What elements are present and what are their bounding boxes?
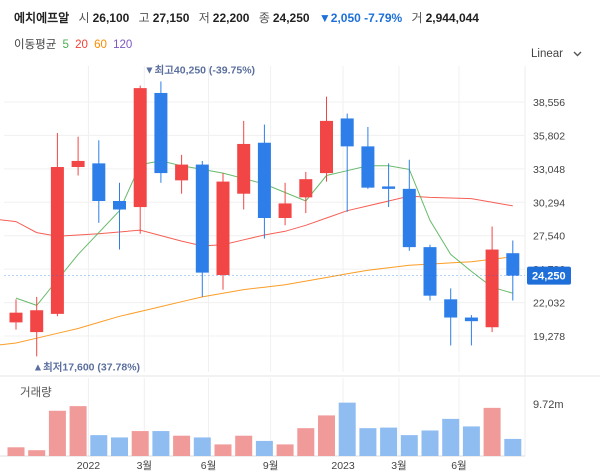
x-tick-label: 3월	[137, 460, 153, 472]
y-tick-label: 19,278	[533, 331, 565, 343]
volume-bar	[152, 431, 170, 456]
volume-bar	[483, 407, 501, 456]
candle-body	[195, 164, 209, 273]
candle-body	[278, 203, 292, 218]
candles	[9, 81, 520, 357]
y-tick-label: 33,048	[533, 164, 565, 176]
low-annotation: ▲최저17,600 (37.78%)	[33, 360, 140, 373]
y-tick-label: 38,556	[533, 97, 565, 109]
open-value: 26,100	[92, 11, 130, 25]
volume-bar	[359, 428, 377, 456]
candle-body	[299, 179, 313, 198]
y-tick-label: 27,540	[533, 231, 565, 243]
high-annotation: ▼최고40,250 (-39.75%)	[144, 63, 255, 76]
volume-bar	[400, 435, 418, 456]
candle-body	[9, 312, 23, 323]
scale-label: Linear	[531, 48, 563, 60]
ma60-legend[interactable]: 60	[94, 39, 107, 51]
candle-body	[485, 249, 499, 328]
volume-bar	[214, 444, 232, 456]
x-tick-label: 3월	[391, 460, 407, 472]
moving-average-legend[interactable]: 이동평균 5 20 60 120	[14, 36, 135, 52]
volume-bar	[28, 450, 46, 456]
ma5-legend[interactable]: 5	[62, 39, 69, 51]
change-value: ▼2,050 -7.79%	[318, 11, 403, 25]
candle-body	[506, 253, 520, 276]
volume-bar	[48, 410, 66, 456]
volume-bar	[131, 431, 149, 456]
ma20-legend[interactable]: 20	[75, 39, 88, 51]
candle-body	[133, 88, 147, 208]
volume-bar	[193, 437, 211, 456]
volume-bar	[380, 427, 398, 456]
high-value: 27,150	[152, 11, 190, 25]
candle-body	[71, 160, 85, 168]
volume-bar	[504, 438, 522, 456]
scale-selector[interactable]: Linear	[531, 48, 582, 60]
price-header: 에치에프알 시 26,100 고 27,150 저 22,200 종 24,250 ▼2…	[14, 9, 485, 27]
ma120-legend[interactable]: 120	[113, 39, 133, 51]
volume-bar	[442, 418, 460, 456]
candle-body	[237, 143, 251, 194]
volume-bar	[297, 428, 315, 456]
low-value: 22,200	[212, 11, 250, 25]
candle-body	[340, 118, 354, 147]
candle-body	[92, 163, 106, 201]
y-tick-label: 35,802	[533, 130, 565, 142]
candle-body	[320, 120, 333, 174]
y-axis: 38,55635,80233,04830,29427,54024,78622,0…	[4, 97, 571, 343]
x-tick-label: 6월	[451, 460, 467, 472]
volume-bar	[338, 402, 356, 456]
annotations: ▼최고40,250 (-39.75%) ▲최저17,600 (37.78%)	[33, 63, 255, 373]
stock-name: 에치에프알	[14, 11, 70, 25]
x-tick-label: 2023	[331, 460, 355, 472]
candle-body	[402, 188, 416, 248]
candle-body	[257, 142, 271, 218]
candle-body	[361, 146, 375, 188]
volume-max-label: 9.72m	[533, 399, 564, 411]
last-price-tag	[527, 266, 571, 285]
volume-bar	[421, 430, 439, 456]
candle-body	[216, 181, 230, 276]
volume-bar	[173, 435, 191, 456]
volume-panel-title: 거래량	[20, 387, 52, 399]
volume-bar	[7, 447, 25, 456]
volume-bar	[276, 444, 294, 456]
volume-bar	[69, 406, 87, 456]
ma20-line	[0, 195, 513, 247]
ma-legend-title: 이동평균	[14, 39, 57, 51]
x-tick-label: 9월	[263, 460, 279, 472]
y-tick-label: 22,032	[533, 298, 565, 310]
candle-body	[50, 167, 64, 314]
volume-label: 거	[411, 11, 423, 25]
candle-body	[154, 92, 168, 174]
last-price-label: 24,250	[532, 271, 566, 283]
volume-bar	[90, 435, 108, 456]
candle-body	[464, 317, 478, 322]
volume-bars	[7, 402, 522, 456]
candle-body	[30, 310, 44, 333]
volume-bar	[255, 440, 273, 456]
chevron-down-icon	[573, 51, 582, 57]
high-label: 고	[138, 11, 150, 25]
low-label: 저	[198, 11, 210, 25]
candle-body	[444, 299, 458, 318]
open-label: 시	[78, 11, 90, 25]
candle-body	[175, 164, 189, 181]
close-label: 종	[258, 11, 270, 25]
close-value: 24,250	[272, 11, 310, 25]
volume-value: 2,944,044	[425, 11, 479, 25]
y-tick-label: 30,294	[533, 197, 565, 209]
x-tick-label: 2022	[77, 460, 101, 472]
x-axis: 2022 3월 6월 9월 2023 3월 6월	[77, 460, 467, 472]
volume-bar	[318, 415, 335, 456]
candle-body	[113, 200, 126, 210]
volume-bar	[462, 426, 480, 456]
candle-body	[423, 247, 437, 296]
x-tick-label: 6월	[201, 460, 217, 472]
volume-bar	[235, 435, 253, 456]
volume-bar	[111, 437, 128, 456]
candle-body	[382, 186, 396, 189]
